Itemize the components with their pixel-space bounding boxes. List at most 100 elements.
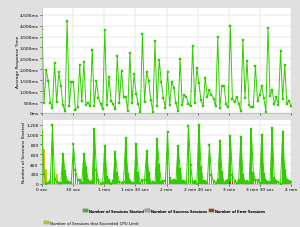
Bar xyxy=(208,146,210,184)
Bar xyxy=(121,183,122,184)
Bar xyxy=(179,169,181,184)
Bar xyxy=(259,183,260,184)
Bar xyxy=(146,151,148,184)
Bar xyxy=(215,183,217,184)
Bar xyxy=(93,129,95,184)
Bar xyxy=(185,183,187,184)
Bar xyxy=(140,183,141,184)
Bar xyxy=(156,140,158,184)
Bar xyxy=(271,128,273,184)
Bar xyxy=(68,182,70,184)
Bar xyxy=(73,145,74,184)
Bar xyxy=(263,174,265,184)
Bar xyxy=(246,181,248,184)
Bar xyxy=(135,144,137,184)
Bar xyxy=(240,138,242,184)
Bar xyxy=(234,181,236,184)
Bar xyxy=(190,165,191,184)
Bar xyxy=(43,150,45,184)
Bar xyxy=(131,183,133,184)
Bar xyxy=(163,181,164,184)
Bar xyxy=(150,183,152,184)
Bar xyxy=(81,183,82,184)
Bar xyxy=(79,180,80,184)
Bar xyxy=(77,180,79,184)
Bar xyxy=(112,181,114,184)
Bar xyxy=(118,182,120,184)
Y-axis label: Number of Sessions Started: Number of Sessions Started xyxy=(22,122,26,182)
Bar xyxy=(66,181,68,184)
Bar xyxy=(188,126,189,184)
Bar xyxy=(43,174,45,184)
Bar xyxy=(114,153,116,184)
Bar xyxy=(142,180,143,184)
Bar xyxy=(83,154,85,184)
Legend: Number of Sessions Started, Number of Success Sessions, Number of Error Sessions: Number of Sessions Started, Number of Su… xyxy=(83,209,265,212)
Bar xyxy=(41,133,43,184)
Bar xyxy=(290,183,292,184)
Bar xyxy=(177,146,179,184)
Bar xyxy=(223,183,225,184)
Bar xyxy=(213,182,214,184)
Bar xyxy=(137,173,139,184)
Bar xyxy=(282,132,284,184)
Bar xyxy=(167,133,168,184)
Y-axis label: Average Response Time: Average Response Time xyxy=(16,35,20,87)
Bar xyxy=(248,183,250,184)
Bar xyxy=(75,170,76,184)
Bar xyxy=(160,182,162,184)
Bar xyxy=(56,174,58,184)
Bar xyxy=(254,180,256,184)
Bar xyxy=(244,182,246,184)
Bar xyxy=(288,182,290,184)
Bar xyxy=(230,136,231,184)
Bar xyxy=(230,181,231,184)
Bar xyxy=(198,126,200,184)
Bar xyxy=(275,182,277,184)
Bar xyxy=(238,181,240,184)
Bar xyxy=(211,175,212,184)
Bar xyxy=(267,182,269,184)
Bar xyxy=(183,181,185,184)
Bar xyxy=(47,183,49,184)
Bar xyxy=(45,169,47,184)
Bar xyxy=(50,181,51,184)
Bar xyxy=(181,181,183,184)
Bar xyxy=(278,183,279,184)
Bar xyxy=(286,180,288,184)
Bar xyxy=(169,178,170,184)
Bar xyxy=(158,165,160,184)
Bar xyxy=(116,174,118,184)
Bar xyxy=(95,170,97,184)
Bar xyxy=(123,182,124,184)
Bar xyxy=(236,183,238,184)
Bar xyxy=(202,181,204,184)
Bar xyxy=(98,180,99,184)
Bar xyxy=(173,180,175,184)
Bar xyxy=(206,183,208,184)
Bar xyxy=(175,182,177,184)
Bar xyxy=(221,173,223,184)
Bar xyxy=(70,183,72,184)
Bar xyxy=(225,181,227,184)
Bar xyxy=(232,182,233,184)
Bar xyxy=(242,175,244,184)
Bar xyxy=(250,130,252,184)
Bar xyxy=(52,125,53,184)
Bar xyxy=(154,183,156,184)
Bar xyxy=(64,171,66,184)
Bar xyxy=(261,136,262,184)
Bar xyxy=(104,146,106,184)
Bar xyxy=(102,183,103,184)
Bar xyxy=(284,171,286,184)
Bar xyxy=(133,183,135,184)
Bar xyxy=(217,180,219,184)
Bar xyxy=(232,175,233,184)
Bar xyxy=(91,181,93,184)
Bar xyxy=(85,167,87,184)
Bar xyxy=(165,182,166,184)
Bar xyxy=(56,183,58,184)
Bar xyxy=(125,139,127,184)
Bar xyxy=(192,182,194,184)
Bar xyxy=(273,178,275,184)
